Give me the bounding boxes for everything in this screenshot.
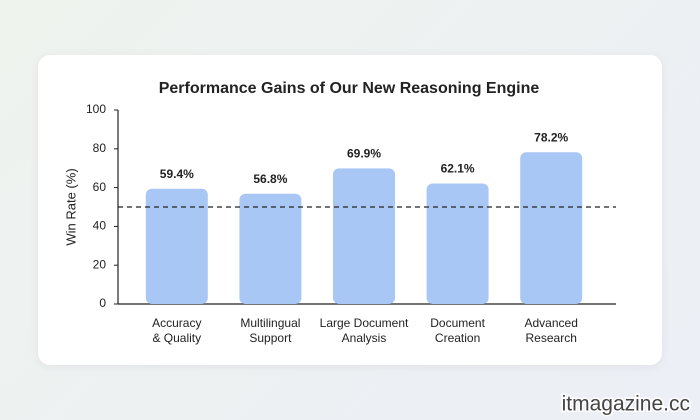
value-label: 56.8% <box>253 172 287 186</box>
x-tick-label: Accuracy & Quality <box>152 316 201 345</box>
bar <box>426 183 489 304</box>
x-tick-label: Multilingual Support <box>240 316 300 345</box>
y-axis-label: Win Rate (%) <box>63 168 78 245</box>
value-label: 59.4% <box>160 167 194 181</box>
y-tick-label: 40 <box>93 219 107 233</box>
watermark: itmagazine.cc <box>562 393 690 416</box>
value-label: 62.1% <box>441 162 475 176</box>
y-tick-label: 80 <box>93 141 107 155</box>
value-label: 69.9% <box>347 147 381 161</box>
y-tick-label: 0 <box>99 296 106 310</box>
bar <box>333 168 395 304</box>
y-tick-label: 100 <box>86 102 106 116</box>
x-tick-label: Document Creation <box>430 316 485 345</box>
y-tick-label: 60 <box>93 180 107 194</box>
chart-title: Performance Gains of Our New Reasoning E… <box>159 80 540 97</box>
value-label: 78.2% <box>534 130 568 144</box>
y-tick-label: 20 <box>93 257 107 271</box>
bar <box>239 193 302 304</box>
bar <box>145 188 208 304</box>
bar <box>520 152 583 304</box>
x-tick-label: Large Document Analysis <box>320 316 409 345</box>
x-tick-label: Advanced Research <box>525 316 578 345</box>
